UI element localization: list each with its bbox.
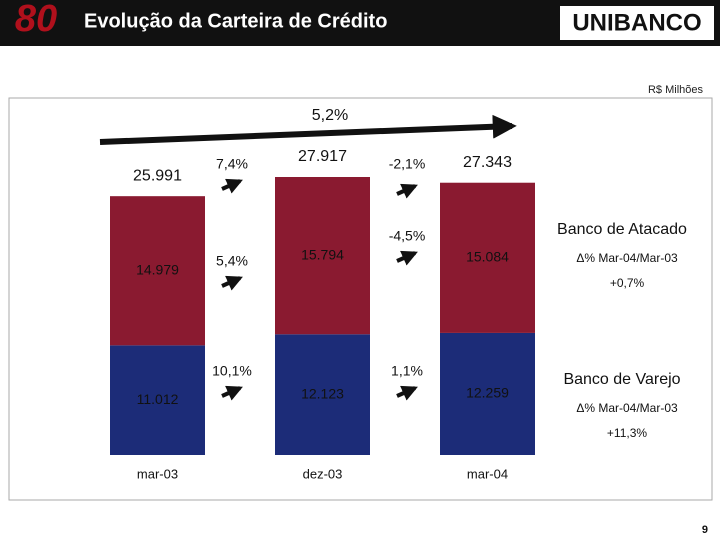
change-label: Δ% Mar-04/Mar-03 <box>576 251 678 265</box>
growth-label: -4,5% <box>389 228 426 244</box>
value-label: 14.979 <box>136 261 179 277</box>
bar-segment <box>440 332 535 455</box>
unit-label: R$ Milhões <box>648 84 704 96</box>
growth-arrow <box>396 250 418 266</box>
trend-arrow <box>99 114 517 145</box>
growth-arrow <box>396 385 418 401</box>
frame <box>8 97 713 501</box>
bar-segment <box>110 196 205 346</box>
bar-segment <box>440 182 535 333</box>
bar-segment <box>275 177 370 335</box>
growth-arrow <box>221 275 243 291</box>
badge: 80 <box>15 0 57 40</box>
total-label: 27.343 <box>463 154 512 171</box>
bar-segment <box>275 334 370 455</box>
overall-growth: 5,2% <box>312 107 348 124</box>
page-number: 9 <box>702 524 708 536</box>
growth-label: -2,1% <box>389 156 426 172</box>
total-label: 27.917 <box>298 148 347 165</box>
badge-box <box>2 2 74 42</box>
slide-title: Evolução da Carteira de Crédito <box>84 10 387 32</box>
x-tick-label: mar-04 <box>467 466 508 481</box>
change-value: +0,7% <box>610 276 645 290</box>
change-value: +11,3% <box>607 426 647 440</box>
bar-segment <box>110 345 205 455</box>
growth-label: 7,4% <box>216 156 248 172</box>
segment-name: Banco de Varejo <box>563 371 680 388</box>
value-label: 12.123 <box>301 385 344 401</box>
change-label: Δ% Mar-04/Mar-03 <box>576 401 678 415</box>
growth-label: 5,4% <box>216 253 248 269</box>
x-tick-label: mar-03 <box>137 466 178 481</box>
value-label: 12.259 <box>466 385 509 401</box>
value-label: 15.794 <box>301 246 344 262</box>
value-label: 11.012 <box>137 391 179 407</box>
logo-box <box>560 6 714 40</box>
x-tick-label: dez-03 <box>303 466 343 481</box>
logo: UNIBANCO <box>572 9 701 36</box>
growth-arrow <box>221 385 243 401</box>
growth-label: 10,1% <box>212 363 252 379</box>
growth-label: 1,1% <box>391 363 423 379</box>
growth-arrow <box>396 183 418 199</box>
growth-arrow <box>221 178 243 194</box>
value-label: 15.084 <box>466 249 509 265</box>
segment-name: Banco de Atacado <box>557 221 687 238</box>
total-label: 25.991 <box>133 167 182 184</box>
